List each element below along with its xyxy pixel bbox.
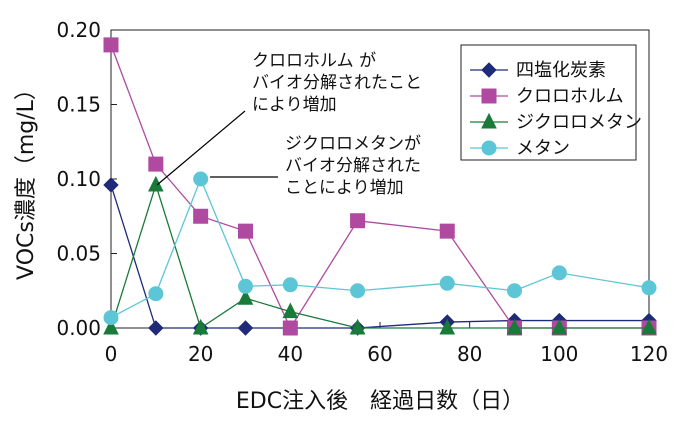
y-tick-label: 0.10 <box>56 167 101 191</box>
series-2-point <box>103 37 119 53</box>
y-tick-label: 0.15 <box>56 93 101 117</box>
series-3-point <box>641 318 657 335</box>
series-3-point <box>551 318 568 335</box>
series-3-point <box>103 318 119 335</box>
legend-label: メタン <box>516 138 570 159</box>
x-tick-label: 80 <box>457 342 482 366</box>
series-2-point <box>193 208 209 224</box>
series-3-point <box>148 175 164 192</box>
legend-label: クロロホルム <box>516 86 624 107</box>
series-3-point <box>506 318 523 335</box>
series-4-point <box>641 280 657 296</box>
series-1-point <box>103 177 119 193</box>
series-1-point <box>237 320 254 336</box>
series-2-point <box>238 223 253 239</box>
series-4-point <box>551 265 567 281</box>
series-4-point <box>103 310 119 326</box>
x-tick-label: 0 <box>105 342 118 366</box>
annotation-1-line-2: バイオ分解されたこと <box>252 73 422 93</box>
series-4-point <box>193 171 209 187</box>
x-tick-label: 120 <box>630 342 668 366</box>
legend-swatch-marker <box>481 112 497 129</box>
legend-swatch-marker <box>481 88 497 104</box>
legend-swatch-marker <box>481 140 497 156</box>
annotation-2-line-1: ジクロロメタンが <box>285 134 421 154</box>
x-tick-label: 40 <box>278 342 303 366</box>
y-tick-label: 0.20 <box>56 18 101 42</box>
annotation-1-line-1: クロロホルム が <box>252 51 376 71</box>
series-2-point <box>439 223 455 239</box>
series-layer <box>103 37 657 336</box>
x-axis-ticks: 0 20 40 60 80 100 120 <box>105 322 668 366</box>
series-4 <box>103 171 657 326</box>
x-tick-label: 20 <box>188 342 213 366</box>
y-axis-label: VOCs濃度（mg/L） <box>14 78 39 280</box>
series-2-point <box>282 320 298 336</box>
series-3-point <box>192 318 209 335</box>
annotation-2-line-2: バイオ分解された <box>285 156 421 176</box>
series-3 <box>103 175 657 335</box>
series-3-point <box>237 289 254 305</box>
series-3-line <box>110 182 649 330</box>
series-4-point <box>350 283 366 299</box>
series-3-point <box>439 318 456 335</box>
legend-label: 四塩化炭素 <box>516 60 606 81</box>
series-4-point <box>507 283 522 299</box>
legend-label: ジクロロメタン <box>516 112 642 133</box>
series-2-point <box>148 156 164 172</box>
y-axis-ticks: 0.00 0.05 0.10 0.15 0.20 <box>56 18 117 340</box>
annotation-2-line-3: ことにより増加 <box>285 178 404 198</box>
series-2-point <box>350 213 366 229</box>
series-4-line <box>110 177 650 319</box>
annotations: クロロホルム が バイオ分解されたこと により増加 ジクロロメタンが バイオ分解… <box>156 51 422 198</box>
x-tick-label: 100 <box>540 342 578 366</box>
x-tick-label: 60 <box>367 342 392 366</box>
series-3-point <box>282 302 299 319</box>
y-tick-label: 0.00 <box>56 316 101 340</box>
series-4-point <box>439 275 455 291</box>
y-tick-label: 0.05 <box>56 242 101 266</box>
series-4-point <box>148 286 164 302</box>
annotation-1-line-3: により増加 <box>252 95 337 115</box>
series-4-point <box>238 278 253 294</box>
series-3-point <box>349 318 366 335</box>
series-1 <box>103 177 657 336</box>
legend-swatch-marker <box>481 62 497 78</box>
x-axis-label: EDC注入後 経過日数（日） <box>236 389 524 414</box>
series-1-line <box>110 184 649 329</box>
series-1-point <box>148 320 164 336</box>
series-4-point <box>282 277 298 293</box>
annotation-1-leader <box>156 110 246 186</box>
